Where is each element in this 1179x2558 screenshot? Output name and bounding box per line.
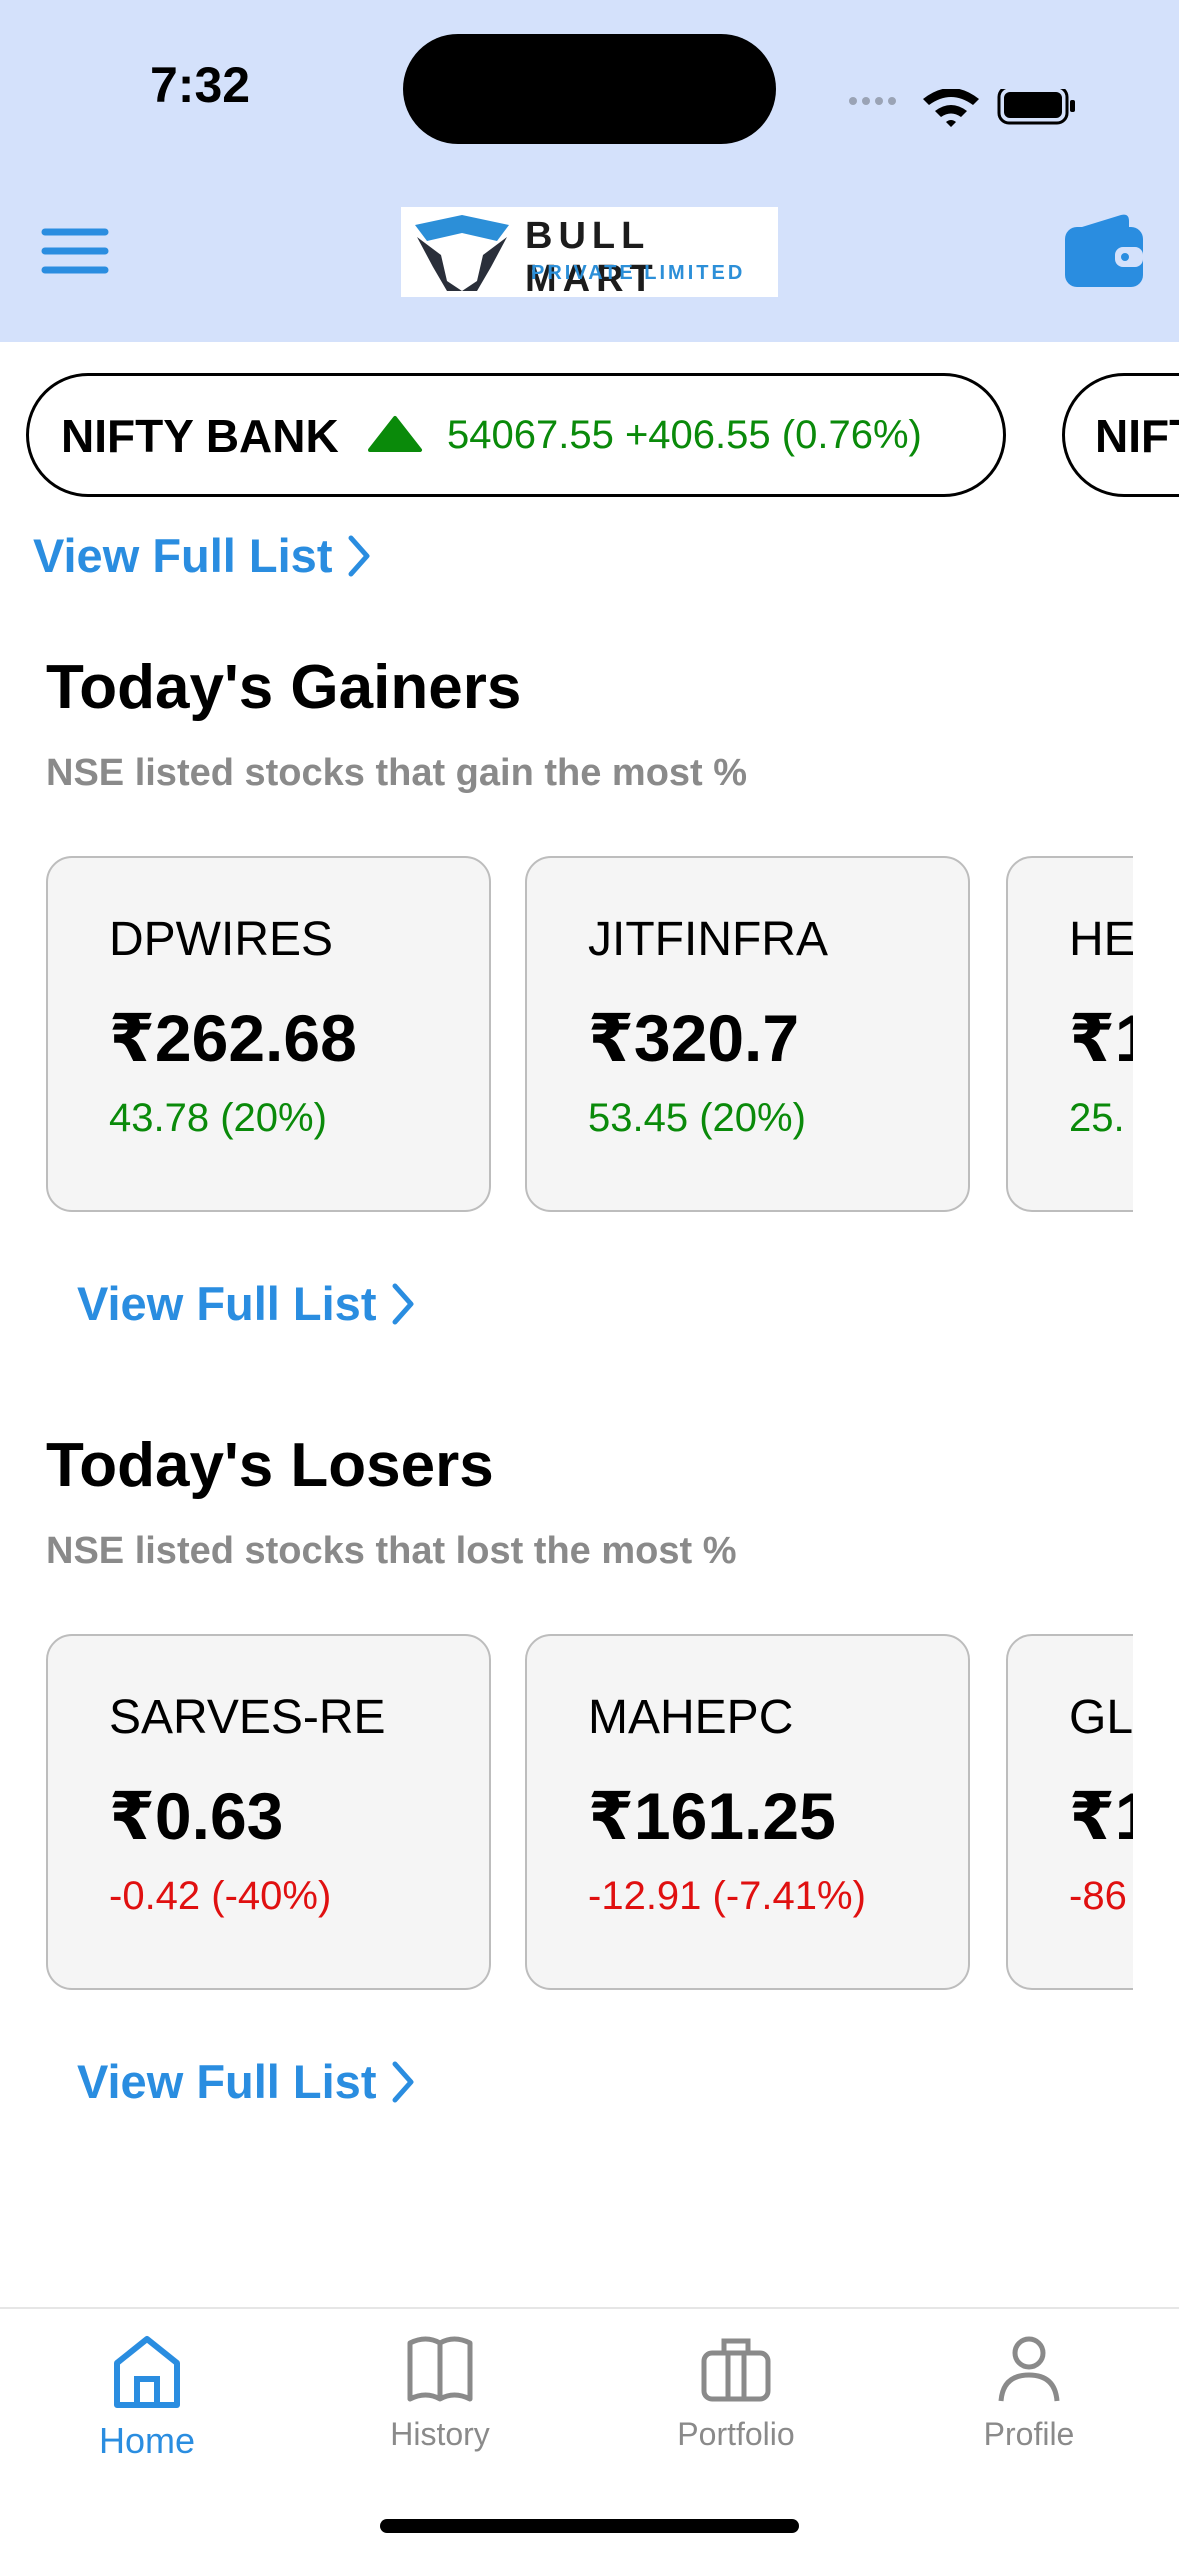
logo: BULL MART PRIVATE LIMITED bbox=[401, 207, 778, 300]
status-icons bbox=[849, 89, 1075, 127]
stock-price: ₹0.63 bbox=[109, 1779, 284, 1853]
view-full-list-link[interactable]: View Full List bbox=[77, 2054, 416, 2109]
logo-title: BULL MART bbox=[525, 215, 659, 300]
status-time: 7:32 bbox=[150, 57, 251, 113]
link-text: View Full List bbox=[33, 529, 333, 582]
dynamic-island bbox=[403, 34, 776, 144]
tab-item[interactable]: Profile bbox=[909, 2329, 1149, 2453]
section-subtitle: NSE listed stocks that gain the most % bbox=[46, 752, 748, 794]
tab-label: Portfolio bbox=[677, 2416, 795, 2452]
stock-change: -12.91 (-7.41%) bbox=[588, 1874, 866, 1918]
stock-change: -0.42 (-40%) bbox=[109, 1874, 332, 1918]
stock-price: ₹1 bbox=[1069, 1779, 1133, 1853]
stock-card[interactable]: MAHEPC ₹161.25 -12.91 (-7.41%) bbox=[525, 1634, 970, 1990]
stock-card[interactable]: DPWIRES ₹262.68 43.78 (20%) bbox=[46, 856, 491, 1212]
index-ticker-pill[interactable]: NIFTY BANK 54067.55 +406.55 (0.76%) bbox=[26, 373, 1006, 497]
stock-card[interactable]: GL ₹1 -86 bbox=[1006, 1634, 1133, 1990]
view-full-list-link[interactable]: View Full List bbox=[77, 1276, 416, 1331]
stock-symbol: DPWIRES bbox=[109, 913, 334, 966]
stock-card-row: DPWIRES ₹262.68 43.78 (20%) JITFINFRA ₹320.7… bbox=[0, 856, 1133, 1218]
link-text: View Full List bbox=[77, 1277, 377, 1330]
section-subtitle: NSE listed stocks that lost the most % bbox=[46, 1530, 737, 1572]
chevron-icon bbox=[392, 1283, 414, 1324]
stock-symbol: JITFINFRA bbox=[588, 913, 828, 966]
index-name: NIFTY BANK bbox=[61, 410, 339, 462]
chevron-icon bbox=[392, 2061, 414, 2102]
index-ticker-pill[interactable]: NIFT bbox=[1062, 373, 1179, 497]
section-title: Today's Gainers bbox=[46, 653, 522, 722]
stock-symbol: MAHEPC bbox=[588, 1691, 794, 1744]
wallet-button[interactable] bbox=[1063, 213, 1145, 289]
tab-item[interactable]: History bbox=[320, 2329, 560, 2453]
stock-card[interactable]: SARVES-RE ₹0.63 -0.42 (-40%) bbox=[46, 1634, 491, 1990]
stock-symbol: GL bbox=[1069, 1691, 1133, 1744]
stock-change: 43.78 (20%) bbox=[109, 1096, 327, 1140]
stock-card-row: SARVES-RE ₹0.63 -0.42 (-40%) MAHEPC ₹161.25 -… bbox=[0, 1634, 1133, 1996]
tab-bar: Home History Portfolio Profile bbox=[0, 2307, 1179, 2558]
tab-item[interactable]: Portfolio bbox=[616, 2329, 856, 2453]
logo-subtitle: PRIVATE LIMITED bbox=[531, 262, 746, 284]
stock-price: ₹320.7 bbox=[588, 1001, 800, 1075]
tab-icon bbox=[998, 2336, 1060, 2402]
view-full-list-link[interactable]: View Full List bbox=[33, 528, 372, 583]
tab-item[interactable]: Home bbox=[27, 2333, 267, 2462]
tab-icon bbox=[114, 2336, 180, 2408]
stock-change: 25. bbox=[1069, 1096, 1125, 1140]
stock-price: ₹1 bbox=[1069, 1001, 1133, 1075]
stock-change: -86 bbox=[1069, 1874, 1127, 1918]
section-title: Today's Losers bbox=[46, 1431, 494, 1500]
tab-label: Profile bbox=[983, 2416, 1075, 2452]
chevron-icon bbox=[348, 535, 370, 576]
logo-mark bbox=[415, 215, 509, 291]
menu-button[interactable] bbox=[41, 226, 111, 276]
tab-icon bbox=[407, 2336, 473, 2402]
stock-price: ₹262.68 bbox=[109, 1001, 357, 1075]
tab-label: Home bbox=[98, 2420, 196, 2461]
up-arrow-icon bbox=[368, 416, 422, 452]
stock-symbol: HE bbox=[1069, 913, 1133, 966]
stock-price: ₹161.25 bbox=[588, 1779, 836, 1853]
index-name: NIFT bbox=[1095, 410, 1179, 462]
stock-symbol: SARVES-RE bbox=[109, 1691, 386, 1744]
tab-label: History bbox=[390, 2416, 490, 2452]
stock-card[interactable]: JITFINFRA ₹320.7 53.45 (20%) bbox=[525, 856, 970, 1212]
tab-icon bbox=[701, 2338, 771, 2402]
home-indicator bbox=[380, 2519, 799, 2533]
stock-card[interactable]: HE ₹1 25. bbox=[1006, 856, 1133, 1212]
stock-change: 53.45 (20%) bbox=[588, 1096, 806, 1140]
link-text: View Full List bbox=[77, 2055, 377, 2108]
index-quote: 54067.55 +406.55 (0.76%) bbox=[447, 413, 922, 457]
